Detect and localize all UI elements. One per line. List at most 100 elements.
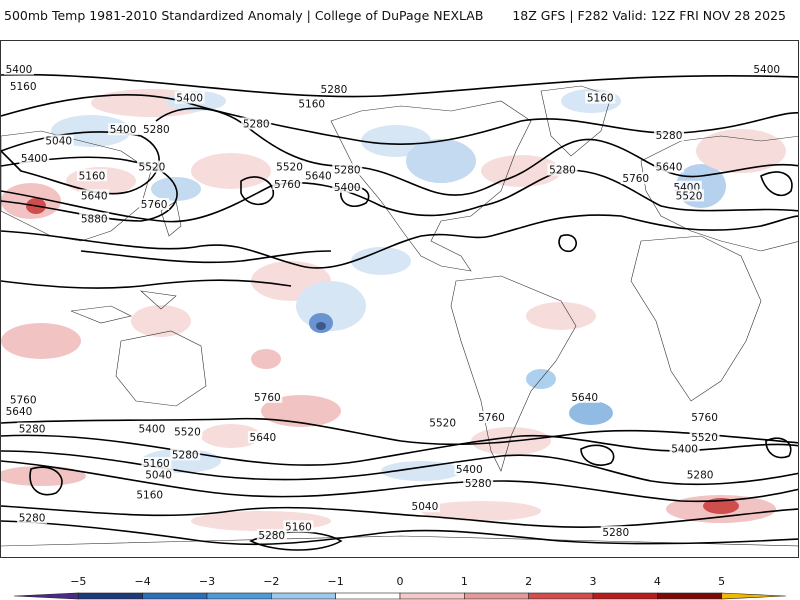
colorbar-segment (271, 592, 336, 600)
contour-label-bg (674, 189, 705, 202)
contour-label: 5280 (19, 424, 46, 436)
colorbar-tick-label: −2 (263, 575, 279, 588)
contour-label-bg (17, 511, 48, 524)
contour-label: 5520 (429, 418, 456, 430)
contour-label: 5400 (6, 64, 33, 76)
colorbar-segment (721, 592, 787, 600)
contour-label: 5520 (691, 432, 718, 444)
colorbar-tick-label: 3 (590, 575, 597, 588)
contour-label: 5280 (19, 513, 46, 525)
contour-label: 5400 (671, 444, 698, 456)
contour-label-bg (685, 468, 716, 481)
colorbar-tick-label: −3 (199, 575, 215, 588)
contour-label-bg (751, 62, 782, 75)
colorbar-tick-label: −4 (135, 575, 151, 588)
contour-label: 5280 (549, 165, 576, 177)
contour-label: 5280 (656, 130, 683, 142)
contour-label-bg (136, 422, 167, 435)
contour-label-bg (174, 91, 205, 104)
contour-label-bg (143, 468, 174, 481)
header: 500mb Temp 1981-2010 Standardized Anomal… (0, 0, 800, 34)
colorbar-tick-label: −5 (70, 575, 86, 588)
contour-label-bg (689, 410, 720, 423)
contour-label: 5160 (136, 490, 163, 502)
contour-label: 5280 (465, 478, 492, 490)
colorbar-legend: −5 −4 −3 −2 −1 0 1 2 3 4 5 (13, 575, 787, 600)
contour-label: 5040 (412, 501, 439, 513)
contour-label: 5760 (141, 199, 168, 211)
contour-label: 5520 (276, 162, 303, 174)
contour-label: 5280 (321, 84, 348, 96)
colorbar-segment (206, 592, 272, 600)
contour-label: 5760 (691, 412, 718, 424)
colorbar-segment (592, 592, 658, 600)
contour-label-bg (303, 169, 334, 182)
contour-label-bg (8, 393, 39, 406)
contour-label: 5280 (602, 527, 629, 539)
contour-label-bg (17, 422, 48, 435)
model-run-info: 18Z GFS | F282 Valid: 12Z FRI NOV 28 202… (512, 8, 786, 23)
contour-label-bg (272, 177, 303, 190)
contour-label: 5760 (10, 395, 37, 407)
contour-label: 5280 (687, 470, 714, 482)
contour-label-bg (454, 462, 485, 475)
contour-label-bg (283, 520, 314, 533)
contour-label: 5400 (110, 124, 137, 136)
contour-label-bg (669, 442, 700, 455)
contour-label-bg (141, 123, 172, 136)
colorbar-tick-label: 4 (654, 575, 661, 588)
contour-label: 5400 (753, 64, 780, 76)
contour-label: 5520 (676, 190, 703, 202)
colorbar-segment (528, 592, 594, 600)
contour-label: 5160 (587, 93, 614, 105)
coastlines (1, 85, 798, 547)
contour-label-bg (170, 448, 201, 461)
contour-label-bg (654, 160, 685, 173)
contour-label-bg (4, 405, 34, 418)
contour-label: 5760 (274, 179, 301, 191)
map-panel[interactable]: 5400 5400 5160 5400 5280 5160 5160 5280 5400 5280… (0, 40, 799, 558)
contour-label-bg (8, 80, 39, 93)
contour-label: 5280 (258, 530, 285, 542)
contour-label-bg (43, 134, 74, 147)
map-title: 500mb Temp 1981-2010 Standardized Anomal… (4, 8, 484, 23)
contour-label: 5760 (478, 412, 505, 424)
contour-label-bg (427, 416, 458, 429)
contour-label-bg (654, 128, 685, 141)
contour-label-bg (463, 477, 494, 490)
colorbar-ticks: −5 −4 −3 −2 −1 0 1 2 3 4 5 (70, 575, 725, 588)
colorbar-tick-label: 0 (397, 575, 404, 588)
contour-label: 5400 (456, 464, 483, 476)
colorbar-segment (399, 592, 465, 600)
contour-label: 5880 (81, 213, 108, 225)
colorbar-tick-label: 5 (718, 575, 725, 588)
map-canvas[interactable]: 5400 5400 5160 5400 5280 5160 5160 5280 5400 5280… (1, 41, 799, 558)
contour-label: 5280 (172, 449, 199, 461)
contour-label-bg (476, 410, 507, 423)
contour-label-bg (600, 526, 631, 539)
colorbar-segment (657, 592, 722, 600)
contour-label: 5640 (250, 432, 277, 444)
contour-label-bg (19, 151, 50, 164)
colorbar-segments (13, 592, 787, 600)
contour-label: 5040 (45, 136, 72, 148)
contour-label: 5640 (6, 406, 33, 418)
contour-label: 5280 (143, 124, 170, 136)
contour-label: 5640 (571, 392, 598, 404)
contour-label-bg (141, 457, 172, 470)
contour-label-bg (569, 390, 600, 403)
contour-label-bg (136, 160, 167, 173)
contour-label-bg (139, 198, 170, 211)
contour-label-bg (247, 431, 278, 444)
contour-label-bg (296, 97, 327, 110)
contour-label-bg (134, 488, 165, 501)
contour-label: 5400 (176, 93, 203, 105)
contour-label-bg (241, 117, 272, 130)
contour-labels: 5400 5400 5160 5400 5280 5160 5160 5280 5400 5280… (4, 62, 782, 542)
contour-label-bg (79, 189, 110, 202)
contour-label: 5160 (79, 170, 106, 182)
contour-label: 5640 (656, 162, 683, 174)
contour-label-bg (620, 172, 651, 185)
contour-label: 5640 (305, 170, 332, 182)
colorbar-tick-label: −1 (328, 575, 344, 588)
